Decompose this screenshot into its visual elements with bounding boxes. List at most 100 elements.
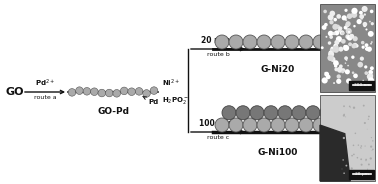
Circle shape <box>360 147 361 148</box>
Circle shape <box>356 157 358 158</box>
Circle shape <box>335 62 337 64</box>
Circle shape <box>338 47 344 52</box>
Bar <box>320 4 375 92</box>
Circle shape <box>83 88 91 95</box>
Text: route c: route c <box>207 135 229 140</box>
Circle shape <box>353 154 355 155</box>
Circle shape <box>292 106 306 120</box>
Bar <box>320 95 375 181</box>
Circle shape <box>353 25 356 27</box>
Circle shape <box>327 35 341 49</box>
Circle shape <box>243 118 257 132</box>
Circle shape <box>352 71 354 74</box>
Circle shape <box>243 35 257 49</box>
Circle shape <box>339 64 343 68</box>
Circle shape <box>358 144 359 146</box>
Circle shape <box>337 63 339 65</box>
Circle shape <box>345 165 347 167</box>
Circle shape <box>353 73 358 78</box>
Circle shape <box>351 56 355 59</box>
Circle shape <box>358 62 363 68</box>
Circle shape <box>327 55 333 61</box>
Circle shape <box>342 15 347 20</box>
Circle shape <box>150 87 158 94</box>
Text: 100 mins: 100 mins <box>198 119 237 128</box>
Circle shape <box>346 78 352 84</box>
Text: Ni$^{2+}$: Ni$^{2+}$ <box>162 78 180 89</box>
Text: GO-Pd: GO-Pd <box>97 107 129 116</box>
Circle shape <box>341 70 344 73</box>
Circle shape <box>359 11 363 15</box>
Circle shape <box>372 148 374 150</box>
Circle shape <box>324 72 326 73</box>
Circle shape <box>360 158 362 160</box>
Circle shape <box>355 44 359 48</box>
Circle shape <box>334 30 339 35</box>
Circle shape <box>330 57 336 62</box>
Circle shape <box>128 88 135 95</box>
Circle shape <box>330 55 333 59</box>
Text: Pd$^{2+}$: Pd$^{2+}$ <box>35 78 55 89</box>
Circle shape <box>299 35 313 49</box>
Circle shape <box>344 114 345 115</box>
Circle shape <box>345 23 350 27</box>
Circle shape <box>347 65 349 66</box>
Circle shape <box>332 24 338 30</box>
Circle shape <box>343 137 345 139</box>
Circle shape <box>351 167 353 169</box>
Circle shape <box>120 87 128 95</box>
Circle shape <box>345 69 350 74</box>
Circle shape <box>328 41 331 45</box>
Circle shape <box>364 43 369 47</box>
Circle shape <box>353 36 358 41</box>
Circle shape <box>333 82 335 84</box>
Circle shape <box>257 35 271 49</box>
Circle shape <box>313 35 327 49</box>
Circle shape <box>344 9 348 12</box>
Circle shape <box>341 39 346 44</box>
Circle shape <box>370 43 372 45</box>
Circle shape <box>368 70 373 75</box>
Circle shape <box>98 89 105 97</box>
Circle shape <box>371 22 374 25</box>
Circle shape <box>367 73 373 80</box>
Circle shape <box>313 118 327 132</box>
Circle shape <box>365 48 367 50</box>
Circle shape <box>343 45 349 51</box>
Circle shape <box>229 118 243 132</box>
Circle shape <box>334 64 338 68</box>
Circle shape <box>113 90 121 97</box>
Circle shape <box>347 13 352 19</box>
Circle shape <box>359 14 364 19</box>
Text: 20 μm: 20 μm <box>355 173 369 176</box>
Circle shape <box>333 18 337 22</box>
Circle shape <box>328 51 334 57</box>
Circle shape <box>306 106 320 120</box>
Circle shape <box>343 45 346 48</box>
Circle shape <box>285 118 299 132</box>
Circle shape <box>355 132 356 134</box>
Circle shape <box>335 48 338 51</box>
Circle shape <box>324 72 329 77</box>
Circle shape <box>326 75 330 79</box>
Circle shape <box>363 80 364 81</box>
Circle shape <box>333 60 339 66</box>
Circle shape <box>135 88 143 95</box>
Circle shape <box>363 22 367 26</box>
Text: H$_2$PO$_2^-$: H$_2$PO$_2^-$ <box>162 95 189 106</box>
Circle shape <box>368 31 374 37</box>
Circle shape <box>344 26 348 30</box>
Circle shape <box>367 47 372 52</box>
Text: Ni: Ni <box>340 100 353 110</box>
Text: route a: route a <box>34 95 56 100</box>
Circle shape <box>369 21 371 23</box>
Circle shape <box>368 116 370 117</box>
Circle shape <box>321 46 324 49</box>
Circle shape <box>215 118 229 132</box>
Bar <box>349 81 374 90</box>
Circle shape <box>368 118 369 120</box>
Text: GO: GO <box>5 87 23 97</box>
Text: G-Ni20: G-Ni20 <box>261 65 295 74</box>
Circle shape <box>264 106 278 120</box>
Circle shape <box>343 105 345 107</box>
